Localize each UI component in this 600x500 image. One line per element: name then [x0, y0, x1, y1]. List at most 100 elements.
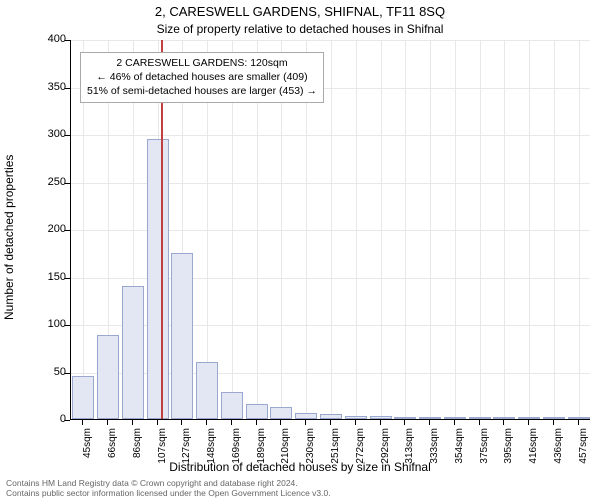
x-tick-label: 66sqm	[107, 428, 118, 468]
chart-title-sub: Size of property relative to detached ho…	[0, 22, 600, 36]
x-tick-label: 457sqm	[578, 428, 589, 468]
x-tick-label: 436sqm	[553, 428, 564, 468]
x-tick	[107, 420, 108, 425]
y-tick-label: 250	[26, 176, 66, 188]
y-tick-label: 350	[26, 81, 66, 93]
y-tick-label: 200	[26, 223, 66, 235]
x-tick	[553, 420, 554, 425]
histogram-bar	[97, 335, 119, 419]
gridline-v	[331, 40, 332, 419]
y-tick-label: 0	[26, 413, 66, 425]
histogram-bar	[320, 414, 342, 419]
annotation-line2: ← 46% of detached houses are smaller (40…	[87, 70, 317, 84]
x-tick	[528, 420, 529, 425]
gridline-v	[405, 40, 406, 419]
gridline-v	[579, 40, 580, 419]
x-tick	[157, 420, 158, 425]
x-tick-label: 333sqm	[429, 428, 440, 468]
histogram-bar	[246, 404, 268, 419]
histogram-bar	[295, 413, 317, 419]
histogram-bar	[419, 417, 441, 419]
x-tick	[355, 420, 356, 425]
y-tick-label: 400	[26, 33, 66, 45]
annotation-box: 2 CARESWELL GARDENS: 120sqm ← 46% of det…	[80, 52, 324, 103]
histogram-bar	[270, 407, 292, 419]
histogram-bar	[171, 253, 193, 419]
histogram-bar	[221, 392, 243, 419]
x-tick	[181, 420, 182, 425]
annotation-line1: 2 CARESWELL GARDENS: 120sqm	[87, 56, 317, 70]
y-tick	[65, 420, 70, 421]
chart-container: 2, CARESWELL GARDENS, SHIFNAL, TF11 8SQ …	[0, 0, 600, 500]
y-tick	[65, 40, 70, 41]
x-tick	[305, 420, 306, 425]
x-tick-label: 375sqm	[479, 428, 490, 468]
x-tick	[404, 420, 405, 425]
x-tick-label: 354sqm	[454, 428, 465, 468]
x-tick	[231, 420, 232, 425]
y-tick	[65, 135, 70, 136]
y-axis-label: Number of detached properties	[2, 155, 16, 320]
x-tick	[429, 420, 430, 425]
x-tick-label: 127sqm	[181, 428, 192, 468]
histogram-bar	[493, 417, 515, 419]
x-tick	[256, 420, 257, 425]
y-tick	[65, 230, 70, 231]
histogram-bar	[568, 417, 590, 419]
histogram-bar	[345, 416, 367, 419]
y-tick	[65, 373, 70, 374]
x-tick	[206, 420, 207, 425]
x-tick	[380, 420, 381, 425]
histogram-bar	[147, 139, 169, 419]
x-tick-label: 272sqm	[355, 428, 366, 468]
x-tick-label: 210sqm	[280, 428, 291, 468]
x-tick-label: 292sqm	[380, 428, 391, 468]
gridline-v	[529, 40, 530, 419]
x-tick	[280, 420, 281, 425]
gridline-v	[356, 40, 357, 419]
x-tick-label: 107sqm	[157, 428, 168, 468]
histogram-bar	[469, 417, 491, 419]
y-tick-label: 150	[26, 271, 66, 283]
annotation-line3: 51% of semi-detached houses are larger (…	[87, 84, 317, 98]
gridline-v	[455, 40, 456, 419]
y-tick	[65, 183, 70, 184]
x-tick	[330, 420, 331, 425]
x-tick-label: 148sqm	[206, 428, 217, 468]
histogram-bar	[122, 286, 144, 419]
x-tick-label: 313sqm	[404, 428, 415, 468]
x-tick	[503, 420, 504, 425]
y-tick	[65, 278, 70, 279]
x-tick-label: 86sqm	[132, 428, 143, 468]
y-tick-label: 100	[26, 318, 66, 330]
histogram-bar	[72, 376, 94, 419]
gridline-v	[430, 40, 431, 419]
footer-text: Contains HM Land Registry data © Crown c…	[6, 478, 594, 498]
histogram-bar	[543, 417, 565, 419]
x-tick-label: 45sqm	[82, 428, 93, 468]
x-tick	[479, 420, 480, 425]
histogram-bar	[370, 416, 392, 419]
gridline-v	[504, 40, 505, 419]
x-tick-label: 189sqm	[256, 428, 267, 468]
gridline-v	[554, 40, 555, 419]
y-tick-label: 50	[26, 366, 66, 378]
histogram-bar	[196, 362, 218, 419]
y-tick-label: 300	[26, 128, 66, 140]
y-tick	[65, 88, 70, 89]
x-tick-label: 251sqm	[330, 428, 341, 468]
x-tick-label: 169sqm	[231, 428, 242, 468]
histogram-bar	[518, 417, 540, 419]
x-tick	[578, 420, 579, 425]
histogram-bar	[394, 417, 416, 419]
histogram-bar	[444, 417, 466, 419]
x-tick-label: 230sqm	[305, 428, 316, 468]
x-tick-label: 416sqm	[528, 428, 539, 468]
x-tick-label: 395sqm	[503, 428, 514, 468]
x-tick	[454, 420, 455, 425]
gridline-v	[381, 40, 382, 419]
x-tick	[82, 420, 83, 425]
y-tick	[65, 325, 70, 326]
x-tick	[132, 420, 133, 425]
gridline-v	[480, 40, 481, 419]
